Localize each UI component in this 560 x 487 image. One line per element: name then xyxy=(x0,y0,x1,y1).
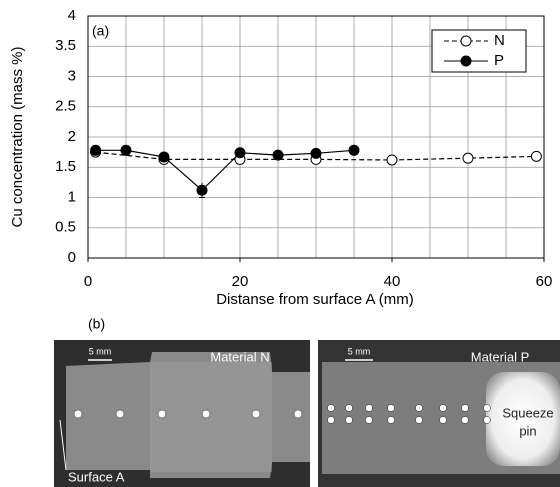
sample-points xyxy=(73,409,303,419)
scale-label: 5 mm xyxy=(348,346,371,356)
y-tick-label: 2 xyxy=(68,128,76,145)
panel-label: (b) xyxy=(88,316,105,332)
y-tick-label: 4 xyxy=(68,7,76,24)
y-tick-label: 1.5 xyxy=(55,158,76,175)
y-tick-label: 3.5 xyxy=(55,37,76,54)
legend-label: N xyxy=(494,32,505,49)
y-axis-label: Cu concentration (mass %) xyxy=(9,47,26,228)
specimen-shade xyxy=(150,362,272,472)
marker xyxy=(234,147,246,159)
legend-marker xyxy=(460,55,472,67)
series-line xyxy=(95,149,355,192)
marker xyxy=(386,154,398,166)
material-label: Material P xyxy=(471,349,530,364)
marker xyxy=(158,151,170,163)
x-axis-label: Distanse from surface A (mm) xyxy=(216,291,414,308)
legend-box xyxy=(431,29,527,73)
legend-marker xyxy=(460,35,472,47)
y-tick-label: 0.5 xyxy=(55,219,76,236)
marker xyxy=(120,144,132,156)
x-tick-label: 60 xyxy=(536,273,553,290)
y-tick-label: 0 xyxy=(68,249,76,266)
sample-points xyxy=(327,404,491,424)
pin-label: pin xyxy=(519,423,536,438)
y-tick-label: 1 xyxy=(68,188,76,205)
marker xyxy=(196,184,208,196)
y-tick-label: 2.5 xyxy=(55,98,76,115)
material-label: Material N xyxy=(210,349,269,364)
legend-label: P xyxy=(494,52,504,69)
x-tick-label: 20 xyxy=(232,273,249,290)
x-tick-label: 40 xyxy=(384,273,401,290)
marker xyxy=(90,144,102,156)
x-tick-label: 0 xyxy=(84,273,92,290)
pointer xyxy=(59,419,67,471)
squeeze-pin xyxy=(486,372,560,466)
panel-label: (a) xyxy=(92,23,109,39)
marker xyxy=(310,147,322,159)
pin-label: Squeeze xyxy=(502,405,553,420)
surface-label: Surface A xyxy=(68,469,125,484)
marker xyxy=(530,150,542,162)
y-tick-label: 3 xyxy=(68,67,76,84)
marker xyxy=(462,152,474,164)
scale-label: 5 mm xyxy=(89,346,112,356)
plot-frame xyxy=(87,15,545,259)
marker xyxy=(348,144,360,156)
marker xyxy=(272,149,284,161)
